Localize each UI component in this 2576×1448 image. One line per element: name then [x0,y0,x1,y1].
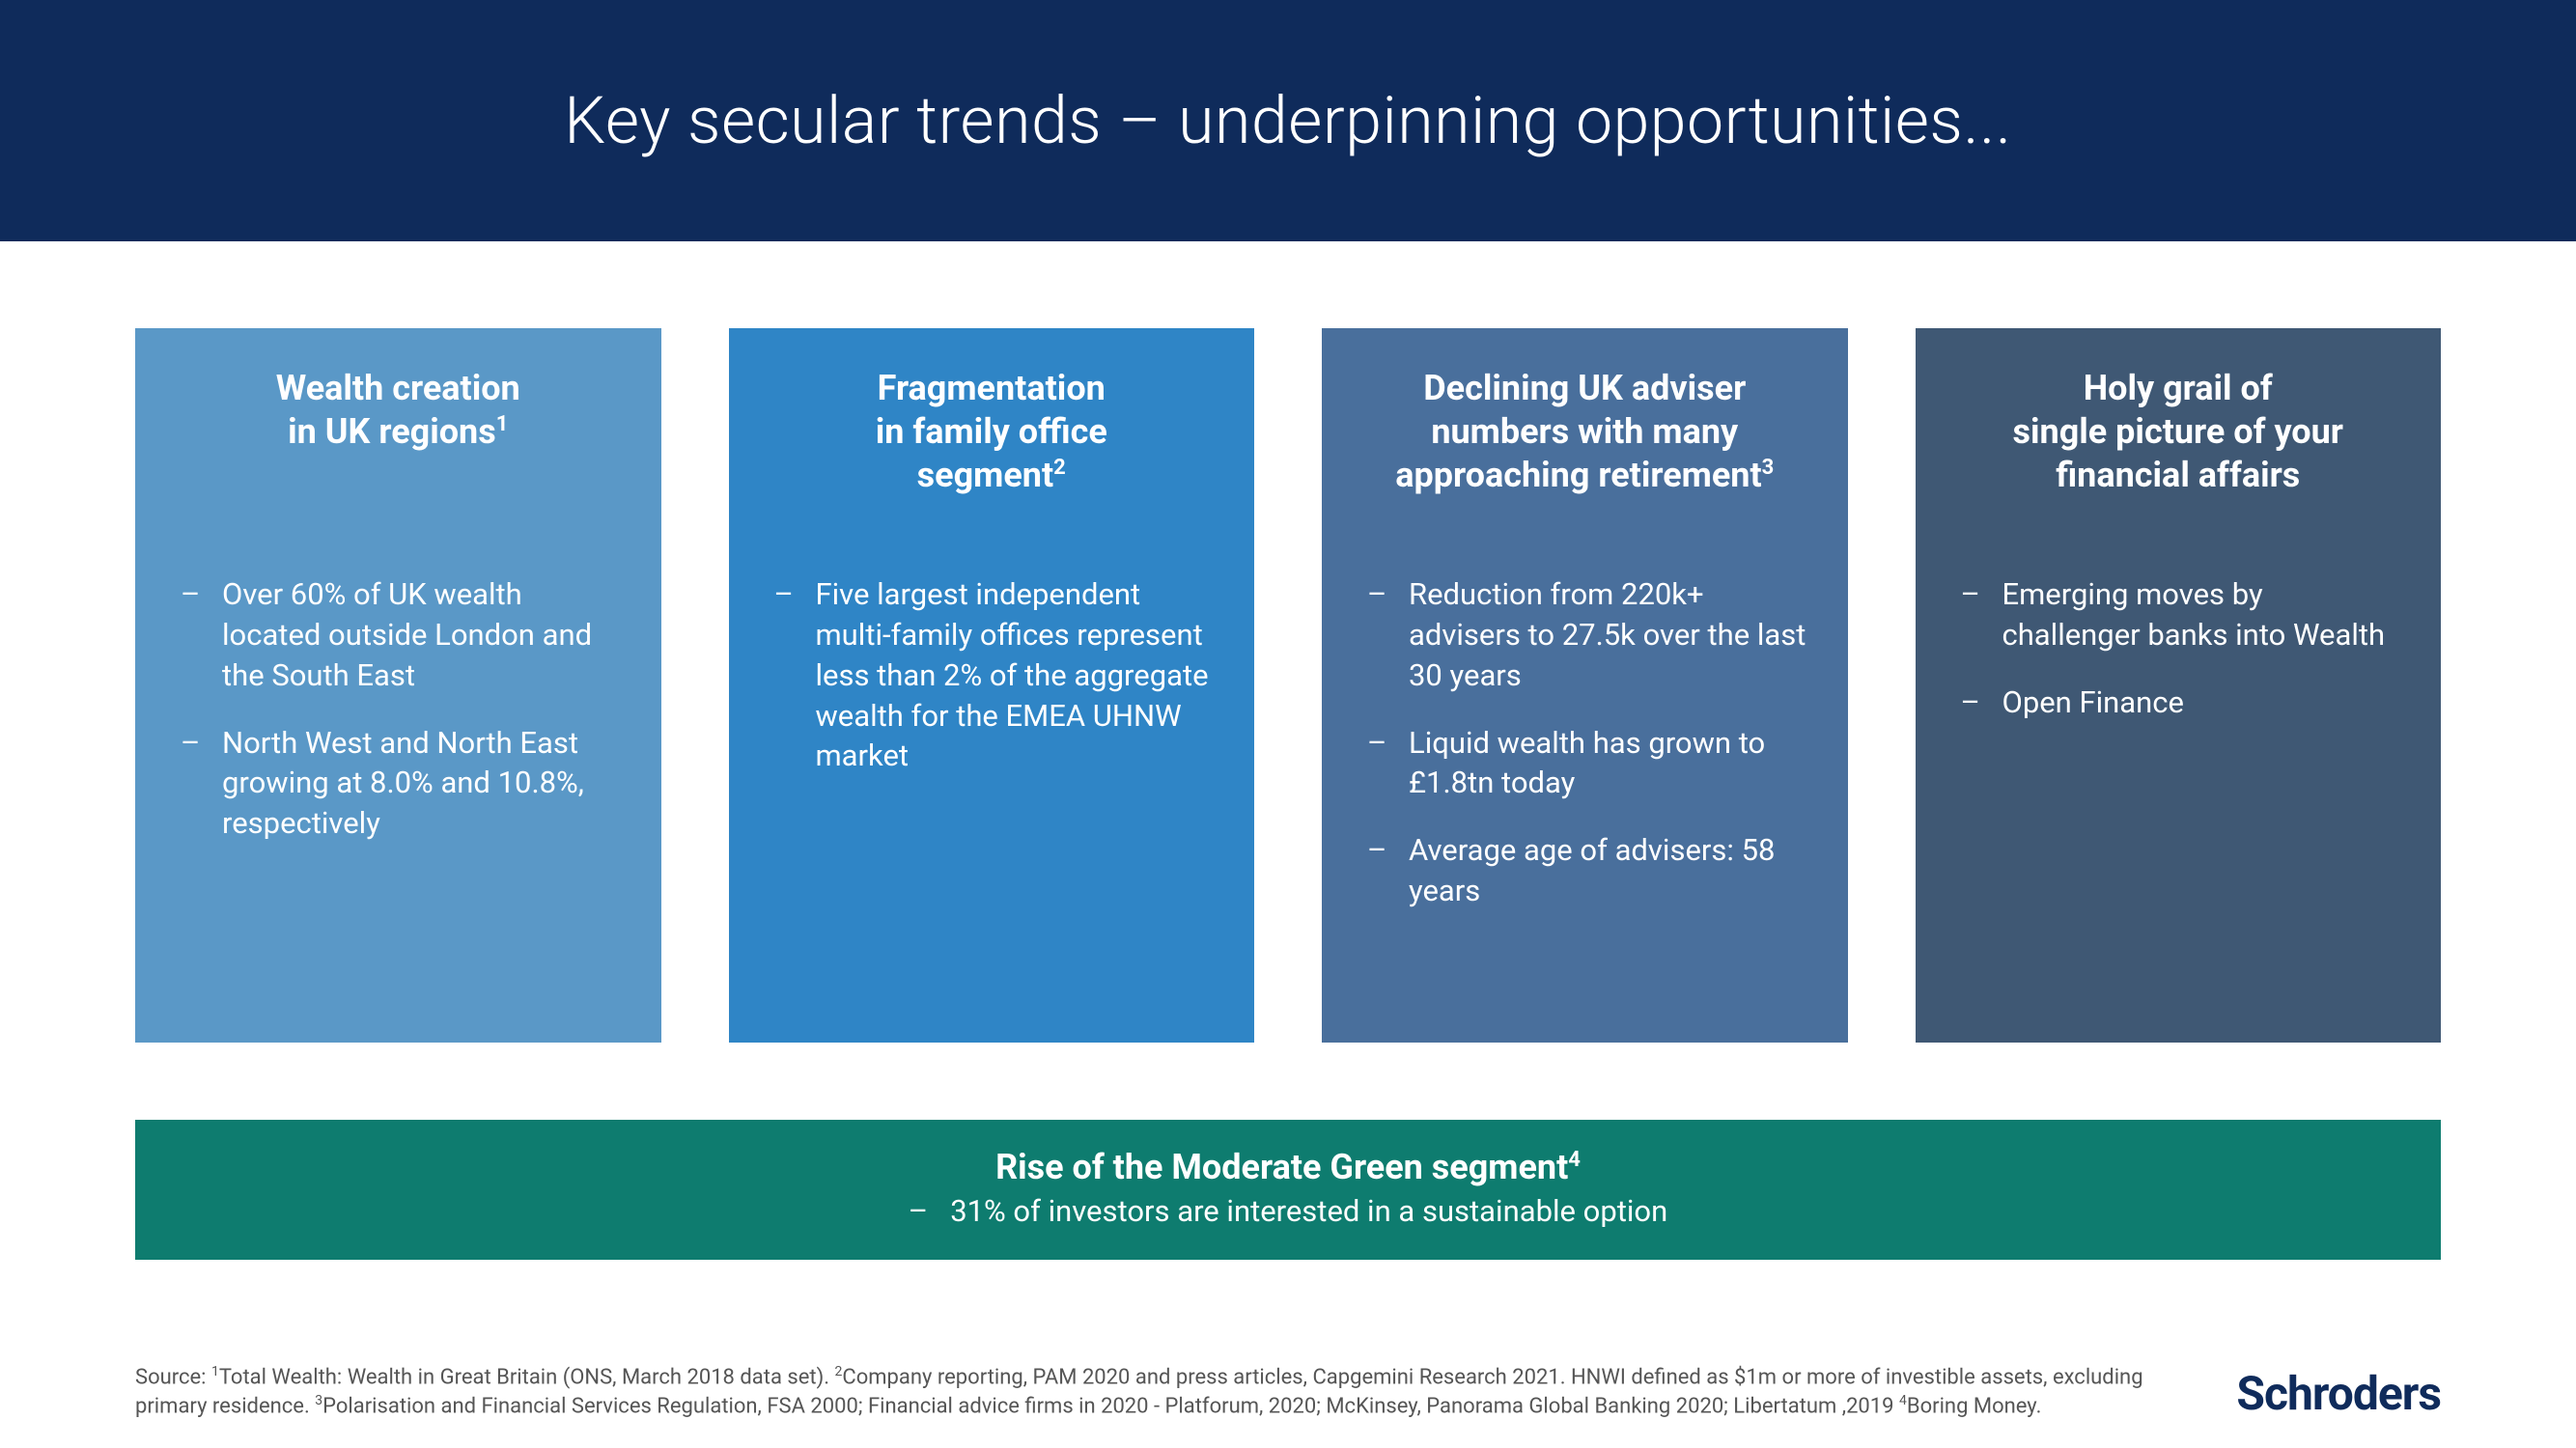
slide-footer: Source: 1Total Wealth: Wealth in Great B… [135,1363,2441,1421]
slide-header: Key secular trends – underpinning opport… [0,0,2576,241]
bullet-item: Over 60% of UK wealth located outside Lo… [169,574,628,696]
trend-card-bullets: Reduction from 220k+ advisers to 27.5k o… [1356,574,1814,911]
green-segment-bar: Rise of the Moderate Green segment4 31% … [135,1120,2441,1260]
bullet-item: North West and North East growing at 8.0… [169,723,628,845]
green-bar-sub: 31% of investors are interested in a sus… [154,1193,2422,1229]
trend-card-1: Fragmentationin family officesegment2 Fiv… [729,328,1255,1043]
slide-content: Wealth creationin UK regions1 Over 60% of… [0,241,2576,1289]
trend-card-3: Holy grail ofsingle picture of yourfinan… [1916,328,2442,1043]
trend-card-bullets: Over 60% of UK wealth located outside Lo… [169,574,628,844]
trend-card-title: Declining UK adviser numbers with many a… [1356,367,1814,521]
bullet-item: Liquid wealth has grown to £1.8tn today [1356,723,1814,804]
bullet-item: Average age of advisers: 58 years [1356,830,1814,911]
trend-card-title: Fragmentationin family officesegment2 [763,367,1221,521]
schroders-logo: Schroders [2236,1366,2441,1421]
trend-card-bullets: Emerging moves by challenger banks into … [1949,574,2408,723]
trend-card-2: Declining UK adviser numbers with many a… [1322,328,1848,1043]
bullet-item: Five largest independent multi-family of… [763,574,1221,776]
trend-card-0: Wealth creationin UK regions1 Over 60% of… [135,328,661,1043]
source-text: Source: 1Total Wealth: Wealth in Great B… [135,1363,2163,1421]
bullet-item: Open Finance [1949,682,2408,723]
trend-card-title: Wealth creationin UK regions1 [169,367,628,521]
slide-title: Key secular trends – underpinning opport… [564,82,2011,159]
trend-card-title: Holy grail ofsingle picture of yourfinan… [1949,367,2408,521]
trend-cards-row: Wealth creationin UK regions1 Over 60% of… [135,328,2441,1043]
green-bar-title: Rise of the Moderate Green segment4 [154,1147,2422,1187]
bullet-item: Reduction from 220k+ advisers to 27.5k o… [1356,574,1814,696]
bullet-item: Emerging moves by challenger banks into … [1949,574,2408,655]
trend-card-bullets: Five largest independent multi-family of… [763,574,1221,776]
